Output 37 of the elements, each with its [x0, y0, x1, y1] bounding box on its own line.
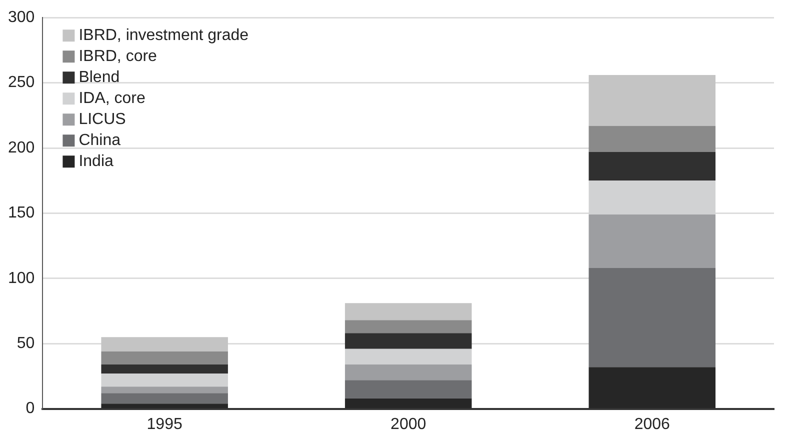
bar	[101, 351, 228, 364]
y-tick-label: 250	[8, 74, 35, 92]
bar	[344, 303, 472, 320]
bar	[101, 393, 228, 404]
y-tick-label: 300	[8, 9, 35, 26]
legend-label: IBRD, investment grade	[78, 27, 249, 44]
bar	[344, 348, 472, 364]
bar	[344, 364, 472, 380]
x-tick-label: 1995	[146, 416, 182, 433]
y-tick-label: 150	[8, 204, 35, 222]
x-tick-label: 2006	[634, 416, 670, 433]
bar	[101, 404, 228, 408]
bar	[101, 337, 228, 352]
y-tick-label: 0	[26, 400, 35, 418]
bar	[588, 367, 716, 408]
legend-label: China	[78, 132, 121, 150]
bar	[588, 214, 716, 268]
bar	[344, 398, 472, 408]
bar	[588, 126, 716, 152]
y-tick-label: 50	[16, 335, 35, 352]
bar	[588, 74, 716, 126]
bar	[588, 268, 716, 368]
bar	[344, 333, 472, 349]
y-tick-label: 100	[8, 270, 35, 287]
bar	[101, 374, 228, 387]
legend-label: Blend	[78, 69, 120, 86]
legend-label: IBRD, core	[78, 48, 158, 66]
bar	[344, 380, 472, 398]
legend-label: India	[78, 153, 114, 170]
legend-label: LICUS	[78, 111, 126, 128]
bar	[101, 386, 228, 394]
legend-label: IDA, core	[78, 90, 146, 108]
x-tick-label: 2000	[390, 416, 426, 433]
bar	[588, 152, 716, 181]
bar	[101, 364, 228, 374]
y-tick-label: 200	[8, 139, 35, 156]
bar	[344, 320, 472, 334]
